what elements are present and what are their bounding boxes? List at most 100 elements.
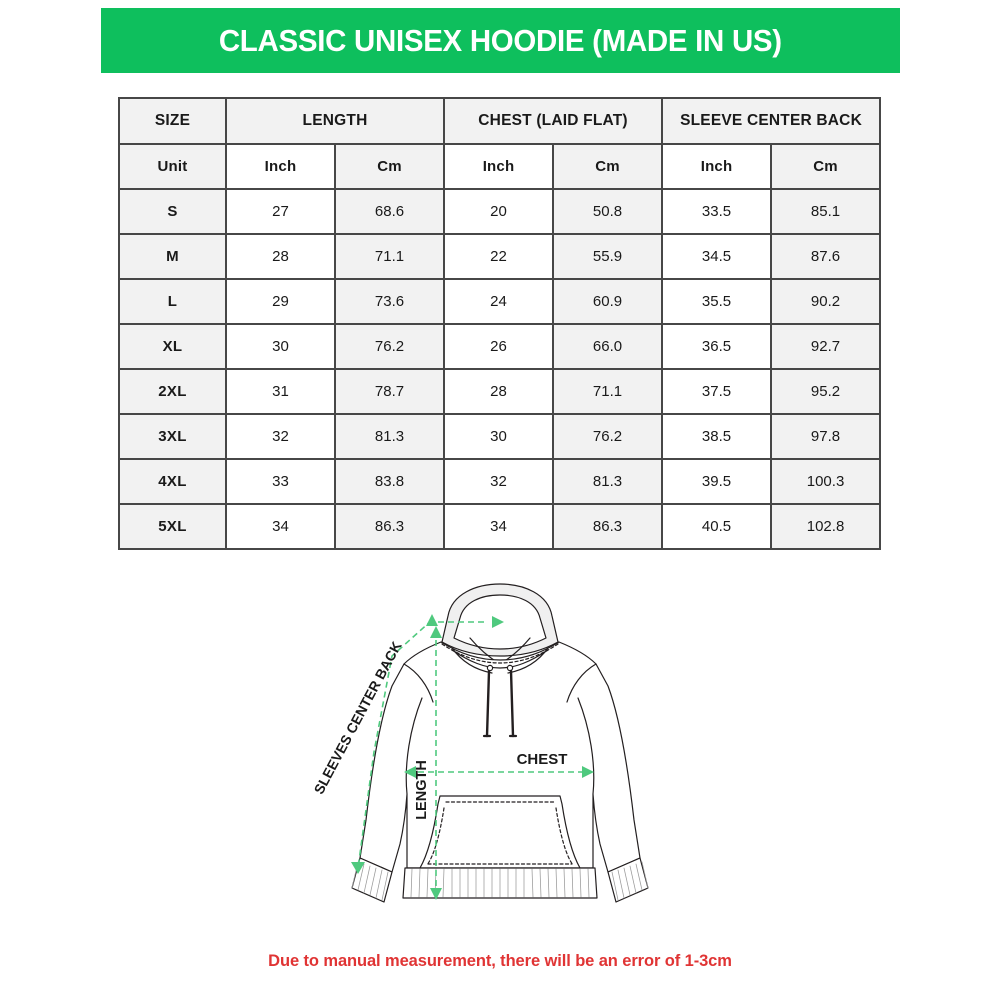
table-row: 5XL 34 86.3 34 86.3 40.5 102.8 [118, 503, 882, 550]
arrow-sleeve-top [426, 614, 438, 626]
table-row: 2XL 31 78.7 28 71.1 37.5 95.2 [118, 368, 882, 415]
cell-length-inch: 31 [225, 368, 336, 415]
cell-length-cm: 86.3 [333, 503, 446, 550]
measurement-guides [357, 619, 590, 896]
unit-chest-inch: Inch [443, 143, 555, 190]
cell-chest-cm: 60.9 [552, 278, 664, 325]
table-row: L 29 73.6 24 60.9 35.5 90.2 [118, 278, 882, 325]
cell-length-cm: 71.1 [333, 233, 446, 280]
cell-chest-cm: 66.0 [552, 323, 664, 370]
table-unit-row: Unit Inch Cm Inch Cm Inch Cm [118, 143, 882, 190]
eyelet-left [486, 664, 494, 672]
neckband-stitch [441, 643, 559, 664]
cell-sleeve-inch: 35.5 [661, 278, 773, 325]
cell-sleeve-inch: 33.5 [661, 188, 773, 235]
chest-label: CHEST [517, 751, 568, 768]
cell-size: XL [118, 323, 227, 370]
guide-sleeve-diagonal [357, 619, 433, 869]
unit-length-cm: Cm [333, 143, 446, 190]
cell-chest-cm: 81.3 [552, 458, 664, 505]
cell-size: S [118, 188, 227, 235]
shoulder-seam-left [403, 663, 434, 703]
size-table-body: S 27 68.6 20 50.8 33.5 85.1 M 28 71.1 22 55.9 34.5 87… [118, 188, 882, 550]
cell-length-cm: 68.6 [333, 188, 446, 235]
cell-size: 3XL [118, 413, 227, 460]
cell-length-cm: 83.8 [333, 458, 446, 505]
cell-sleeve-inch: 37.5 [661, 368, 773, 415]
cell-sleeve-cm: 100.3 [770, 458, 882, 505]
cell-sleeve-inch: 38.5 [661, 413, 773, 460]
drawstring-right [509, 669, 515, 738]
sleeve-seam-left [405, 697, 423, 795]
arrow-sleeve-bottom [351, 862, 365, 874]
table-row: 4XL 33 83.8 32 81.3 39.5 100.3 [118, 458, 882, 505]
unit-label-cell: Unit [118, 143, 227, 190]
cell-sleeve-cm: 87.6 [770, 233, 882, 280]
unit-sleeve-cm: Cm [770, 143, 882, 190]
cell-length-cm: 73.6 [333, 278, 446, 325]
arrow-length-top [430, 626, 442, 638]
arrow-length-bottom [430, 888, 442, 900]
cell-size: M [118, 233, 227, 280]
cell-chest-inch: 28 [443, 368, 555, 415]
table-row: XL 30 76.2 26 66.0 36.5 92.7 [118, 323, 882, 370]
cell-chest-inch: 22 [443, 233, 555, 280]
cell-chest-cm: 86.3 [552, 503, 664, 550]
cell-chest-inch: 32 [443, 458, 555, 505]
table-row: 3XL 32 81.3 30 76.2 38.5 97.8 [118, 413, 882, 460]
header-banner: CLASSIC UNISEX HOODIE (MADE IN US) [101, 8, 900, 73]
cell-sleeve-inch: 39.5 [661, 458, 773, 505]
column-header-length: LENGTH [224, 97, 446, 145]
cell-chest-inch: 30 [443, 413, 555, 460]
arrow-hood-right [492, 616, 504, 628]
column-header-chest: CHEST (LAID FLAT) [443, 97, 664, 145]
kangaroo-pocket [419, 795, 581, 869]
pocket-stitch-right [555, 807, 574, 866]
hoodie-body [359, 641, 641, 873]
cell-size: 4XL [118, 458, 227, 505]
cell-sleeve-inch: 36.5 [661, 323, 773, 370]
cell-sleeve-inch: 34.5 [661, 233, 773, 280]
page-title: CLASSIC UNISEX HOODIE (MADE IN US) [219, 22, 782, 58]
hoodie-illustration: CHEST LENGTH SLEEVES CENTER BACK [311, 583, 649, 903]
cell-chest-cm: 55.9 [552, 233, 664, 280]
cell-chest-inch: 26 [443, 323, 555, 370]
cell-chest-inch: 34 [443, 503, 555, 550]
cell-sleeve-cm: 92.7 [770, 323, 882, 370]
cell-size: 2XL [118, 368, 227, 415]
column-header-size: SIZE [118, 97, 227, 145]
cell-length-inch: 27 [225, 188, 336, 235]
table-group-header-row: SIZE LENGTH CHEST (LAID FLAT) SLEEVE CEN… [118, 97, 882, 145]
cell-length-cm: 78.7 [333, 368, 446, 415]
cell-length-inch: 34 [225, 503, 336, 550]
cell-length-inch: 28 [225, 233, 336, 280]
size-chart-table: SIZE LENGTH CHEST (LAID FLAT) SLEEVE CEN… [118, 97, 882, 550]
cell-size: L [118, 278, 227, 325]
cell-length-cm: 76.2 [333, 323, 446, 370]
cuff-right-ribs [611, 861, 649, 901]
cell-length-inch: 33 [225, 458, 336, 505]
cell-chest-cm: 76.2 [552, 413, 664, 460]
drawstring-left [485, 669, 491, 738]
neckband-edge [451, 649, 549, 669]
guide-arrowheads [351, 614, 594, 900]
cell-chest-cm: 50.8 [552, 188, 664, 235]
cell-length-cm: 81.3 [333, 413, 446, 460]
unit-sleeve-inch: Inch [661, 143, 773, 190]
unit-chest-cm: Cm [552, 143, 664, 190]
cell-sleeve-cm: 95.2 [770, 368, 882, 415]
cell-sleeve-inch: 40.5 [661, 503, 773, 550]
cell-length-inch: 29 [225, 278, 336, 325]
cell-sleeve-cm: 90.2 [770, 278, 882, 325]
arrow-chest-right [582, 766, 594, 778]
table-row: M 28 71.1 22 55.9 34.5 87.6 [118, 233, 882, 280]
cell-sleeve-cm: 97.8 [770, 413, 882, 460]
cell-chest-inch: 20 [443, 188, 555, 235]
table-row: S 27 68.6 20 50.8 33.5 85.1 [118, 188, 882, 235]
cell-sleeve-cm: 102.8 [770, 503, 882, 550]
shoulder-seam-right [566, 663, 597, 703]
column-header-sleeve: SLEEVE CENTER BACK [661, 97, 882, 145]
arrow-chest-left [404, 766, 416, 778]
cell-chest-inch: 24 [443, 278, 555, 325]
